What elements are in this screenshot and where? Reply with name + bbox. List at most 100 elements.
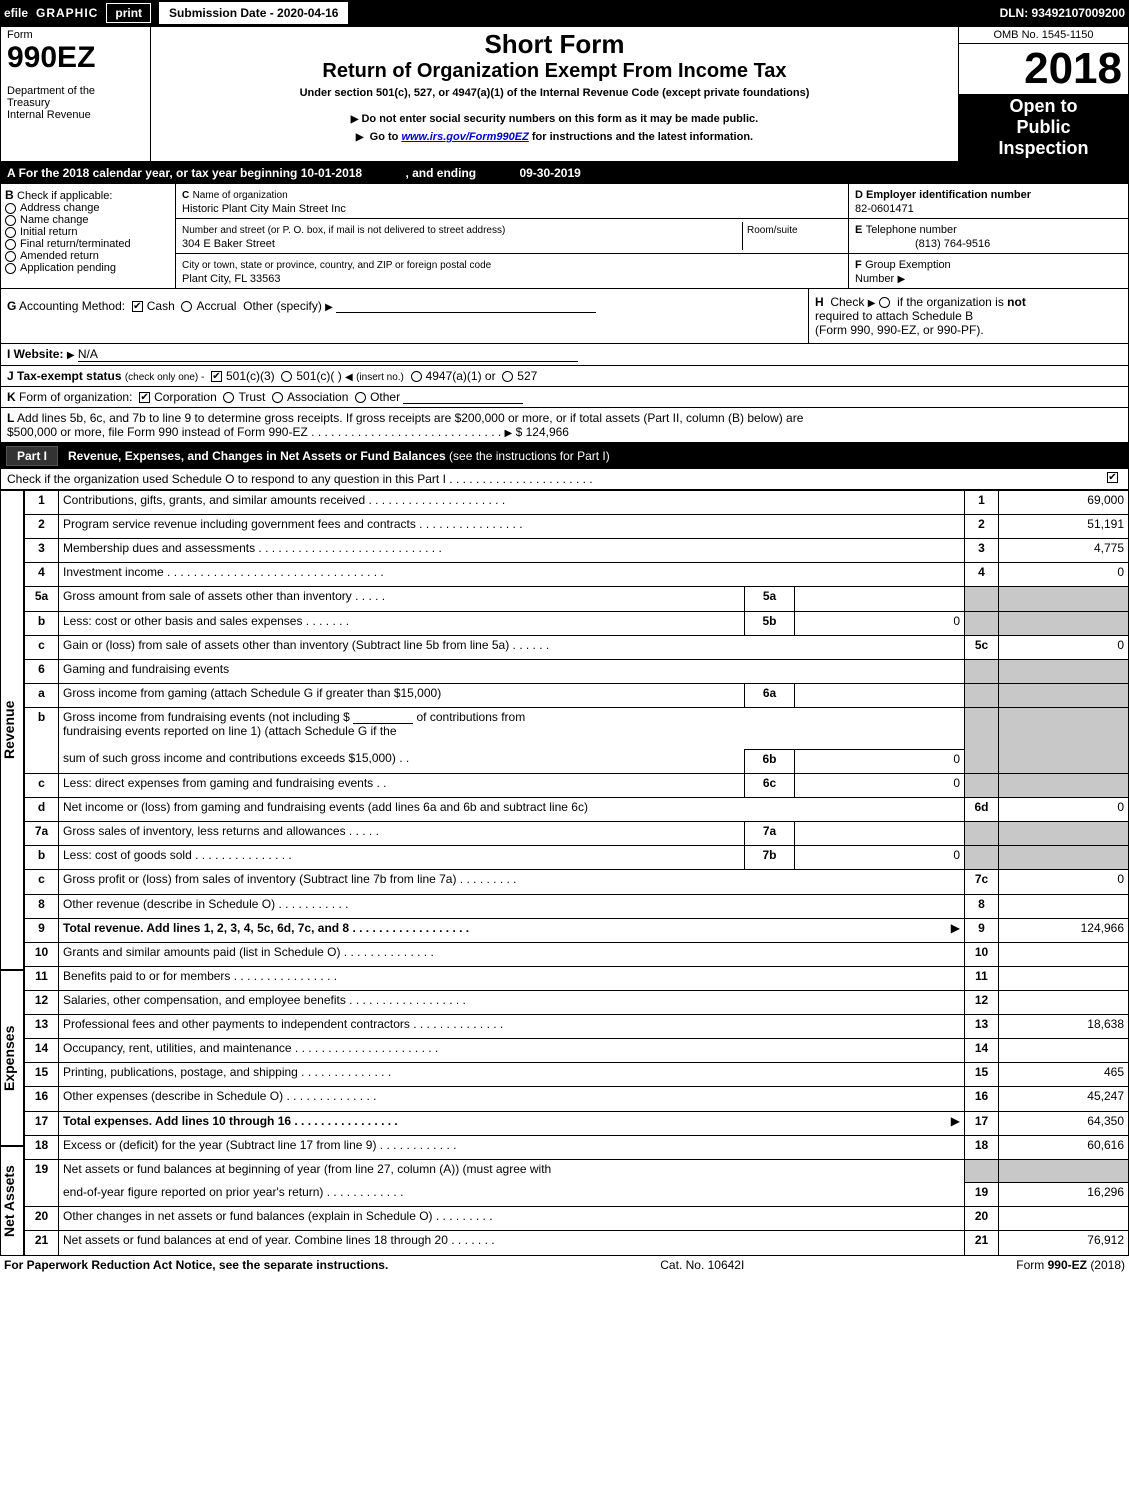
cash-checkbox[interactable]	[132, 301, 143, 312]
table-row: aGross income from gaming (attach Schedu…	[25, 683, 1129, 707]
gray-cell	[999, 659, 1129, 683]
table-row: cLess: direct expenses from gaming and f…	[25, 773, 1129, 797]
section-j: J Tax-exempt status (check only one) - 5…	[0, 366, 1129, 387]
initial-return-label: Initial return	[20, 226, 77, 238]
line-num: 19	[25, 1159, 59, 1207]
e-label: E	[855, 224, 862, 236]
print-button[interactable]: print	[106, 3, 151, 23]
final-return-radio[interactable]	[5, 239, 16, 250]
arrow-icon	[868, 295, 876, 309]
line-col: 3	[965, 539, 999, 563]
accrual-radio[interactable]	[181, 301, 192, 312]
line-num: 5a	[25, 587, 59, 611]
d-label: D Employer identification number	[855, 189, 1031, 201]
line-val: 0	[999, 635, 1129, 659]
line-desc: Other changes in net assets or fund bala…	[59, 1207, 965, 1231]
line-num: 4	[25, 563, 59, 587]
trust-radio[interactable]	[223, 392, 234, 403]
k-other-input[interactable]	[403, 390, 523, 404]
short-form-title: Short Form	[157, 29, 952, 60]
gray-cell	[999, 587, 1129, 611]
line-val	[999, 942, 1129, 966]
line-col: 18	[965, 1135, 999, 1159]
gray-cell	[999, 1159, 1129, 1182]
527-radio[interactable]	[502, 371, 513, 382]
netassets-side-label: Net Assets	[0, 1146, 24, 1256]
j-501c3: 501(c)(3)	[226, 369, 275, 383]
h-text-4: (Form 990, 990-EZ, or 990-PF).	[815, 323, 984, 337]
address-change-radio[interactable]	[5, 203, 16, 214]
line-col: 6d	[965, 798, 999, 822]
501c3-checkbox[interactable]	[211, 371, 222, 382]
app-pending-radio[interactable]	[5, 263, 16, 274]
table-row: 18Excess or (deficit) for the year (Subt…	[25, 1135, 1129, 1159]
goto-line: Go to www.irs.gov/Form990EZ for instruct…	[157, 131, 952, 143]
tax-year-end: 09-30-2019	[519, 166, 580, 180]
line-num: c	[25, 870, 59, 894]
b-label: B	[5, 188, 14, 202]
name-change-radio[interactable]	[5, 215, 16, 226]
revenue-side-label: Revenue	[0, 490, 24, 970]
c-text: Name of organization	[193, 190, 288, 201]
line-num: 10	[25, 942, 59, 966]
line-col: 4	[965, 563, 999, 587]
section-k: K Form of organization: Corporation Trus…	[0, 387, 1129, 408]
line-col: 5c	[965, 635, 999, 659]
arrow-icon	[67, 347, 75, 361]
gray-cell	[965, 611, 999, 635]
other-specify-input[interactable]	[336, 299, 596, 313]
6b-amount-input[interactable]	[353, 710, 413, 724]
schedule-o-checkbox[interactable]	[1107, 472, 1118, 483]
inner-val	[795, 587, 965, 611]
i-label: I Website:	[7, 347, 63, 361]
amended-return-radio[interactable]	[5, 251, 16, 262]
line-num: c	[25, 773, 59, 797]
org-name: Historic Plant City Main Street Inc	[182, 203, 346, 215]
checkbox-column: B Check if applicable: Address change Na…	[1, 184, 176, 288]
dept-line-2: Treasury	[7, 97, 144, 109]
l-text-2: $500,000 or more, file Form 990 instead …	[7, 425, 308, 439]
corp-checkbox[interactable]	[139, 392, 150, 403]
line-val: 4,775	[999, 539, 1129, 563]
line-val: 60,616	[999, 1135, 1129, 1159]
footer-form-num: 990-EZ	[1048, 1258, 1087, 1272]
table-row: cGain or (loss) from sale of assets othe…	[25, 635, 1129, 659]
line-num: 1	[25, 491, 59, 515]
4947-radio[interactable]	[411, 371, 422, 382]
assoc-radio[interactable]	[272, 392, 283, 403]
table-row: 10Grants and similar amounts paid (list …	[25, 942, 1129, 966]
h-text-3: required to attach Schedule B	[815, 309, 973, 323]
table-row: bLess: cost of goods sold . . . . . . . …	[25, 846, 1129, 870]
top-bar: efile GRAPHIC print Submission Date - 20…	[0, 0, 1129, 26]
inner-col: 6c	[745, 773, 795, 797]
line-desc: Total expenses. Add lines 10 through 16 …	[59, 1111, 965, 1135]
form-number: 990EZ	[7, 41, 144, 75]
gray-cell	[965, 707, 999, 773]
table-row: bLess: cost or other basis and sales exp…	[25, 611, 1129, 635]
irs-link[interactable]: www.irs.gov/Form990EZ	[401, 131, 528, 143]
h-radio[interactable]	[879, 297, 890, 308]
6b-text-1: Gross income from fundraising events (no…	[63, 710, 350, 724]
line-col: 2	[965, 515, 999, 539]
line-num: b	[25, 611, 59, 635]
table-row: 1Contributions, gifts, grants, and simil…	[25, 491, 1129, 515]
501c-radio[interactable]	[281, 371, 292, 382]
k-assoc: Association	[287, 390, 348, 404]
line-val	[999, 990, 1129, 1014]
ein-value: 82-0601471	[855, 203, 914, 215]
table-row: 2Program service revenue including gover…	[25, 515, 1129, 539]
inner-col: 7a	[745, 822, 795, 846]
line-val: 45,247	[999, 1087, 1129, 1111]
gray-cell	[965, 659, 999, 683]
line-desc: Other revenue (describe in Schedule O) .…	[59, 894, 965, 918]
gray-cell	[965, 846, 999, 870]
initial-return-radio[interactable]	[5, 227, 16, 238]
line-val: 76,912	[999, 1231, 1129, 1256]
line-desc: Gross income from fundraising events (no…	[59, 707, 965, 749]
line-desc: Investment income . . . . . . . . . . . …	[59, 563, 965, 587]
other-radio[interactable]	[355, 392, 366, 403]
line-num: 3	[25, 539, 59, 563]
table-row: 15Printing, publications, postage, and s…	[25, 1063, 1129, 1087]
footer-form-post: (2018)	[1090, 1258, 1125, 1272]
arrow-icon	[325, 299, 333, 313]
